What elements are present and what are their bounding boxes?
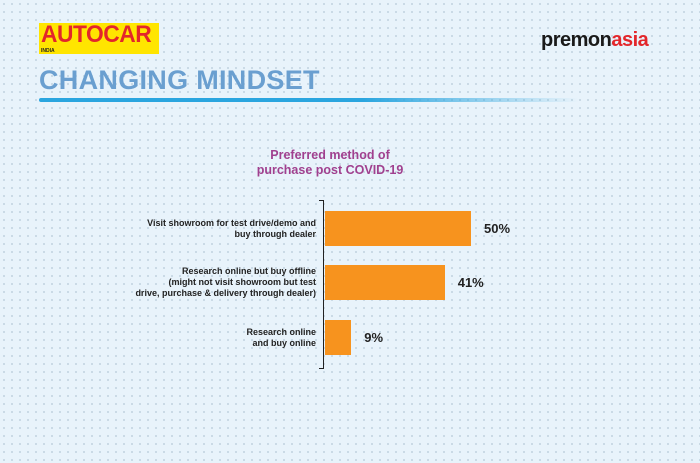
data-label: 50% <box>484 220 511 236</box>
category-label-line: drive, purchase & delivery through deale… <box>135 288 316 298</box>
bar <box>325 265 445 300</box>
category-label-line: Research online but buy offline <box>181 266 316 276</box>
title-underline <box>39 98 579 102</box>
chart-title-line: Preferred method of <box>270 148 390 162</box>
category-label-line: (might not visit showroom but test <box>168 277 317 287</box>
premonasia-logo: premonasia <box>541 29 649 52</box>
chart-title-line: purchase post COVID-19 <box>256 163 404 177</box>
autocar-logo: AUTOCAR INDIA <box>39 23 159 54</box>
asia-text: asia <box>611 29 649 51</box>
premon-text: premon <box>541 29 612 51</box>
bar <box>325 320 352 355</box>
y-axis-bracket <box>319 200 324 369</box>
category-label-line: and buy online <box>252 337 316 348</box>
data-label: 41% <box>457 274 484 290</box>
data-label: 9% <box>364 329 384 345</box>
category-label: Visit showroom for test drive/demo and bu… <box>66 218 316 240</box>
category-label: Research online and buy online <box>66 327 316 349</box>
autocar-logo-text: AUTOCAR <box>41 23 152 48</box>
category-label: Research online but buy offline (might no… <box>66 266 316 299</box>
bar <box>325 211 471 246</box>
page-title: CHANGING MINDSET <box>39 65 320 95</box>
category-label-line: Visit showroom for test drive/demo and <box>147 217 316 228</box>
chart-title: Preferred method of purchase post COVID-… <box>210 148 450 178</box>
category-label-line: Research online <box>246 326 316 337</box>
autocar-logo-subtext: INDIA <box>41 48 55 54</box>
category-label-line: buy through dealer <box>234 228 316 239</box>
